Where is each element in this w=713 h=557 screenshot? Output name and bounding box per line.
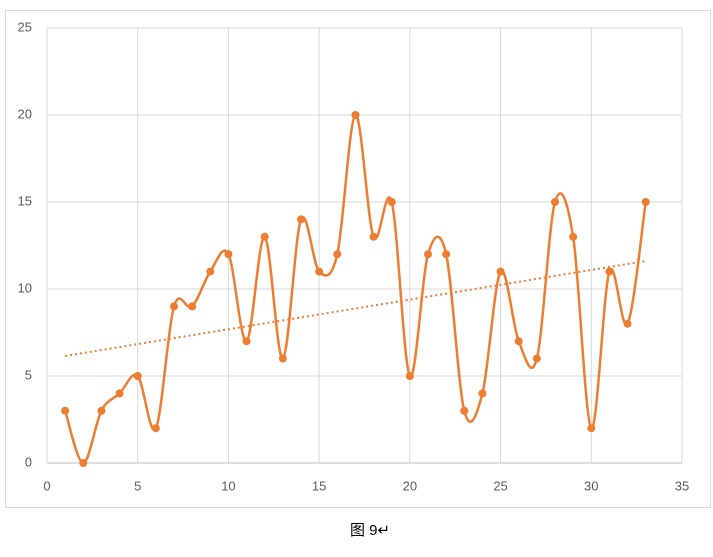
point xyxy=(206,267,215,276)
point xyxy=(79,459,88,467)
point xyxy=(551,198,559,206)
caption: 图 9↵ xyxy=(350,522,390,539)
point xyxy=(605,267,614,276)
point xyxy=(569,232,578,241)
y-tick-label: 25 xyxy=(18,19,32,34)
point xyxy=(151,424,160,433)
y-tick-label: 10 xyxy=(18,280,32,295)
point xyxy=(532,354,541,363)
point xyxy=(97,406,106,415)
y-tick-label: 15 xyxy=(18,193,32,208)
point xyxy=(369,232,378,241)
x-tick-label: 35 xyxy=(675,478,689,493)
x-tick-label: 25 xyxy=(493,478,507,493)
point xyxy=(224,250,233,259)
point xyxy=(61,406,70,415)
point xyxy=(442,250,451,259)
point xyxy=(278,354,287,363)
point xyxy=(641,198,650,206)
x-tick-label: 15 xyxy=(312,478,326,493)
x-tick-label: 0 xyxy=(43,478,50,493)
point xyxy=(260,232,269,241)
point xyxy=(424,250,432,259)
point xyxy=(333,250,342,259)
point xyxy=(387,198,396,206)
point xyxy=(587,424,596,433)
point xyxy=(297,215,305,224)
x-tick-label: 20 xyxy=(403,478,417,493)
point xyxy=(460,406,469,415)
y-tick-label: 0 xyxy=(25,454,32,469)
chart-frame xyxy=(5,10,711,508)
point xyxy=(478,389,487,398)
point xyxy=(115,389,124,398)
y-tick-label: 20 xyxy=(18,106,32,121)
point xyxy=(242,337,251,346)
point xyxy=(315,267,324,276)
x-tick-label: 30 xyxy=(584,478,598,493)
point xyxy=(514,337,523,346)
y-tick-label: 5 xyxy=(25,367,32,382)
point xyxy=(188,302,197,311)
point xyxy=(496,267,505,276)
point xyxy=(405,372,414,380)
point xyxy=(170,302,178,311)
trendline xyxy=(64,260,646,357)
x-tick-label: 10 xyxy=(221,478,235,493)
point xyxy=(351,111,360,119)
point xyxy=(133,372,142,380)
x-tick-label: 5 xyxy=(134,478,141,493)
point xyxy=(623,319,632,328)
